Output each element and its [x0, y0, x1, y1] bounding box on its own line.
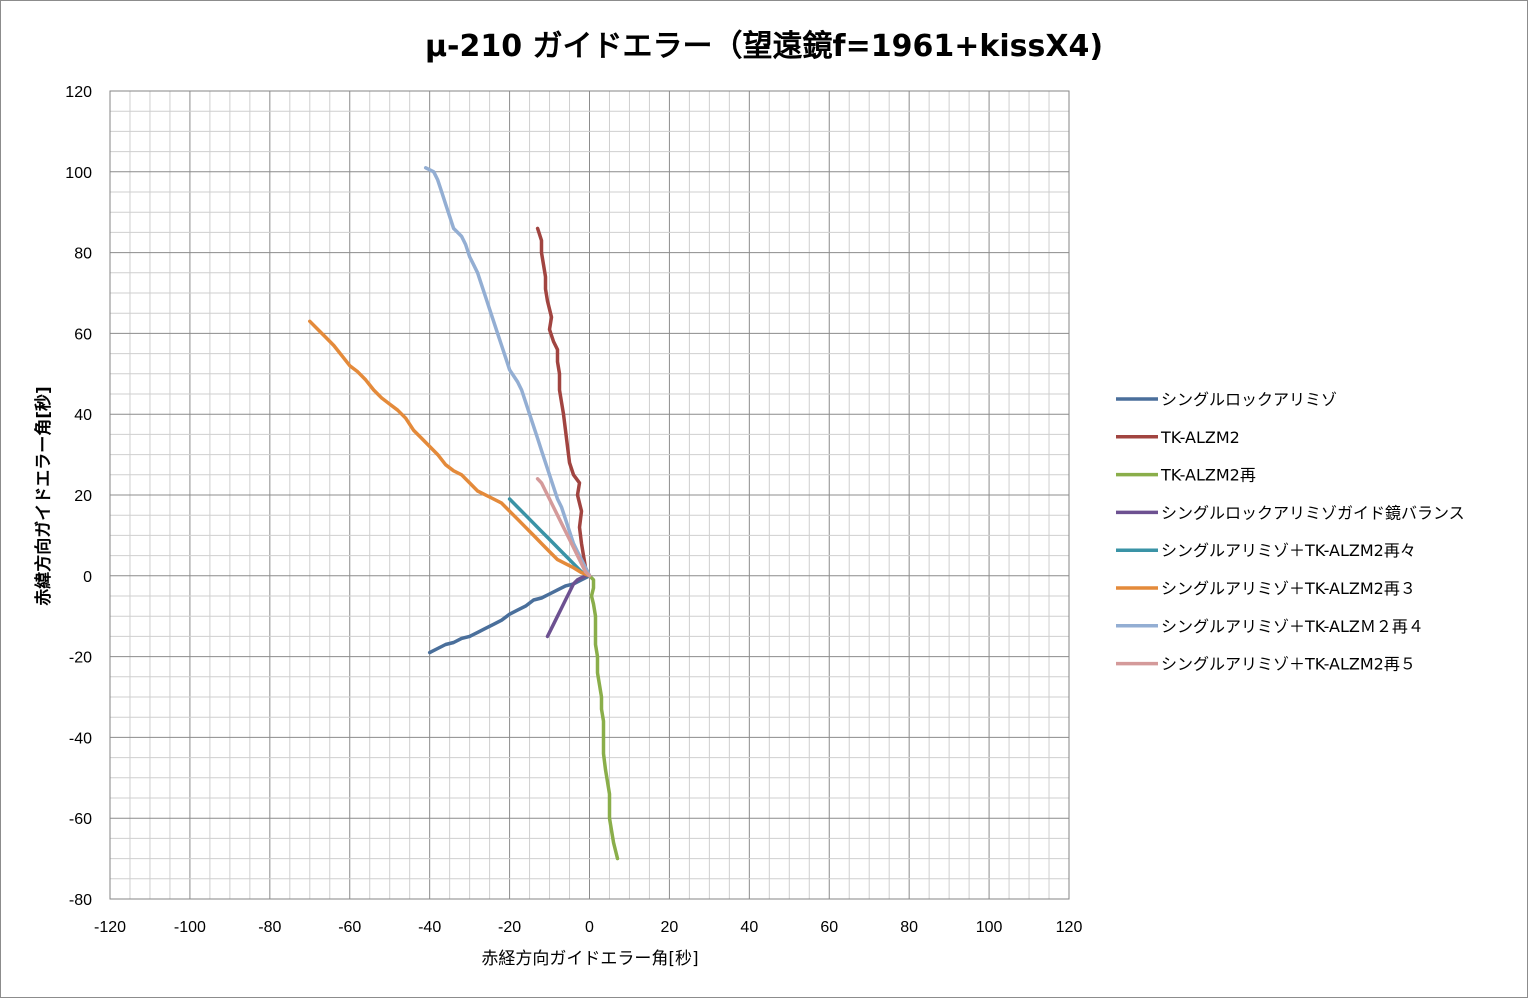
legend-label: シングルロックアリミゾ [1161, 390, 1337, 409]
legend-label: シングルアリミゾ＋TK-ALZM2再々 [1161, 541, 1416, 560]
x-tick-label: 60 [820, 919, 838, 936]
y-ticks: 120 100 80 60 40 20 0 -20 -40 -60 -80 [65, 84, 92, 909]
x-tick-label: 20 [661, 919, 679, 936]
legend-label: シングルアリミゾ＋TK-ALZM2再３ [1161, 579, 1416, 598]
y-tick-label: 80 [74, 246, 92, 263]
x-tick-label: 0 [585, 919, 594, 936]
y-tick-label: 60 [74, 326, 92, 343]
x-tick-label: -100 [174, 919, 206, 936]
series-line-4 [545, 574, 588, 639]
x-tick-label: -80 [258, 919, 281, 936]
series-group [308, 166, 620, 861]
series-line-6 [308, 319, 592, 578]
y-tick-label: 20 [74, 488, 92, 505]
x-tick-label: -20 [498, 919, 521, 936]
legend-label: シングルアリミゾ＋TK-ALZM2再５ [1161, 655, 1416, 674]
y-tick-label: 120 [65, 84, 92, 101]
legend: シングルロックアリミゾ TK-ALZM2 TK-ALZM2再シングルロックアリミゾガ… [1116, 390, 1465, 674]
x-tick-label: 40 [740, 919, 758, 936]
x-tick-label: 120 [1056, 919, 1083, 936]
x-tick-label: 100 [976, 919, 1003, 936]
y-tick-label: 40 [74, 407, 92, 424]
y-tick-label: 0 [83, 569, 92, 586]
x-ticks: -120 -100 -80 -60 -40 -20 0 20 40 60 80 100 120 [94, 919, 1082, 936]
x-axis-label: 赤経方向ガイドエラー角[秒] [481, 949, 698, 969]
y-tick-label: -20 [69, 650, 92, 667]
y-tick-label: 100 [65, 165, 92, 182]
x-tick-label: -60 [338, 919, 361, 936]
x-tick-label: -120 [94, 919, 126, 936]
x-tick-label: 80 [900, 919, 918, 936]
y-tick-label: -40 [69, 730, 92, 747]
legend-label: TK-ALZM2 [1160, 428, 1240, 447]
plot-border [109, 90, 1070, 900]
series-line-8 [535, 477, 592, 578]
chart-title: μ-210 ガイドエラー（望遠鏡f=1961+kissX4) [425, 29, 1103, 64]
y-axis-label: 赤緯方向ガイドエラー角[秒] [33, 386, 54, 606]
legend-label: シングルロックアリミゾガイド鏡バランス [1161, 503, 1465, 522]
series-line-7 [423, 166, 592, 578]
series-line-3 [587, 574, 620, 861]
series-line-1 [427, 574, 592, 655]
series-line-5 [507, 497, 592, 578]
series-line-2 [535, 226, 592, 578]
x-tick-label: -40 [418, 919, 441, 936]
grid [109, 90, 1070, 900]
legend-label: シングルアリミゾ＋TK-ALZＭ２再４ [1161, 617, 1424, 636]
y-tick-label: -80 [69, 892, 92, 909]
y-tick-label: -60 [69, 811, 92, 828]
legend-label: TK-ALZM2再 [1160, 466, 1256, 485]
